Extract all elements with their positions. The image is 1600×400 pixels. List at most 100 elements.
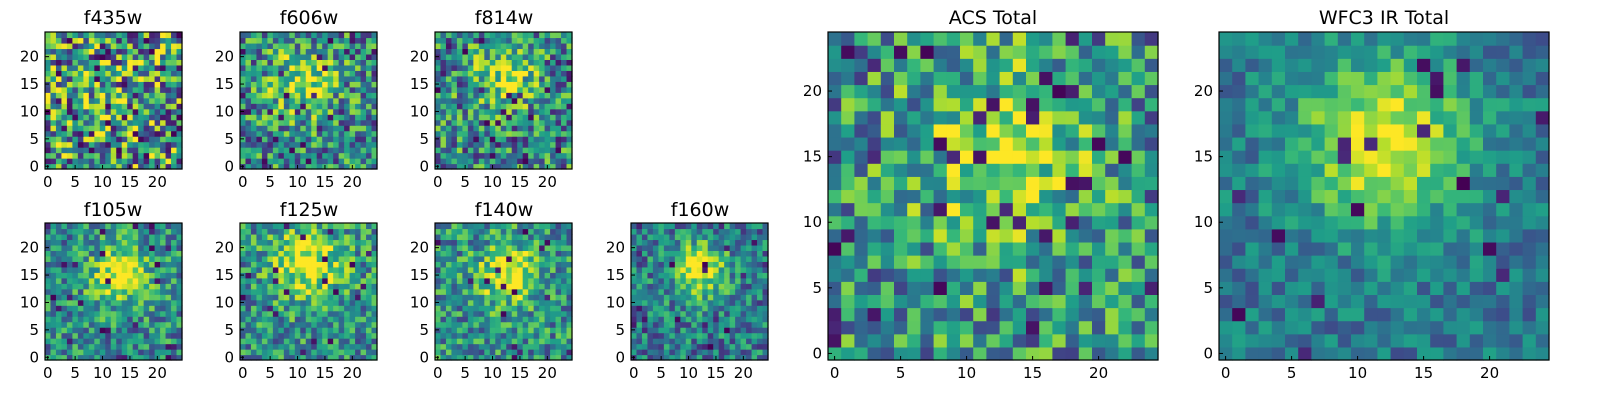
heatmap-cell xyxy=(294,114,301,121)
heatmap-cell xyxy=(94,294,101,301)
heatmap-cell xyxy=(555,42,562,50)
heatmap-cell xyxy=(828,320,842,335)
heatmap-cell xyxy=(261,277,268,284)
heatmap-cell xyxy=(116,37,123,44)
heatmap-cell xyxy=(88,147,95,154)
heatmap-cell xyxy=(83,119,90,126)
heatmap-cell xyxy=(757,233,764,241)
heatmap-cell xyxy=(132,53,139,60)
heatmap-cell xyxy=(451,163,458,170)
heatmap-cell xyxy=(143,147,150,154)
heatmap-cell xyxy=(445,75,453,82)
heatmap-cell xyxy=(1092,294,1106,309)
heatmap-cell xyxy=(327,86,334,93)
heatmap-cell xyxy=(555,255,562,262)
heatmap-cell xyxy=(371,223,378,230)
y-tick-label: 15 xyxy=(410,266,429,284)
heatmap-cell xyxy=(154,338,161,345)
heatmap-cell xyxy=(283,283,290,290)
heatmap-cell xyxy=(250,64,258,71)
heatmap-cell xyxy=(160,294,167,301)
heatmap-cell xyxy=(55,53,63,60)
x-tick-label: 15 xyxy=(510,173,529,191)
heatmap-cell xyxy=(311,239,318,246)
heatmap-cell xyxy=(355,163,362,170)
heatmap-cell xyxy=(371,136,378,143)
heatmap-cell xyxy=(149,288,156,295)
heatmap-cell xyxy=(691,332,698,339)
heatmap-cell xyxy=(94,152,101,159)
heatmap-cell xyxy=(176,86,183,93)
heatmap-cell xyxy=(176,92,183,99)
heatmap-cell xyxy=(506,32,513,39)
heatmap-cell xyxy=(533,147,540,154)
heatmap-cell xyxy=(344,48,351,55)
heatmap-cell xyxy=(160,277,167,284)
heatmap-cell xyxy=(72,147,79,154)
heatmap-cell xyxy=(110,338,117,345)
heatmap-cell xyxy=(867,307,882,322)
heatmap-cell xyxy=(1065,189,1080,204)
heatmap-cell xyxy=(278,59,285,66)
heatmap-cell xyxy=(718,310,725,317)
heatmap-cell xyxy=(338,64,345,71)
heatmap-cell xyxy=(127,158,134,165)
heatmap-cell xyxy=(300,310,307,317)
heatmap-cell xyxy=(94,283,101,290)
heatmap-cell xyxy=(702,316,709,323)
heatmap-cell xyxy=(484,42,491,50)
heatmap-cell xyxy=(355,321,362,328)
heatmap-cell xyxy=(94,37,101,44)
heatmap-cell xyxy=(245,261,252,268)
heatmap-cell xyxy=(506,108,513,115)
heatmap-cell xyxy=(506,64,513,71)
heatmap-cell xyxy=(561,114,568,121)
heatmap-cell xyxy=(1078,228,1093,243)
heatmap-cell xyxy=(691,250,698,257)
heatmap-cell xyxy=(500,97,507,104)
heatmap-cell xyxy=(544,332,551,339)
heatmap-cell xyxy=(360,152,367,159)
heatmap-cell xyxy=(333,233,340,241)
heatmap-cell xyxy=(544,310,551,317)
heatmap-cell xyxy=(66,42,73,50)
heatmap-cell xyxy=(278,119,285,126)
heatmap-cell xyxy=(999,215,1014,230)
heatmap-cell xyxy=(316,141,323,148)
heatmap-cell xyxy=(267,64,274,71)
heatmap-cell xyxy=(294,136,301,143)
heatmap-cell xyxy=(45,32,52,39)
heatmap-cell xyxy=(718,332,725,339)
heatmap-cell xyxy=(489,305,496,312)
heatmap-cell xyxy=(1105,163,1119,177)
heatmap-cell xyxy=(245,239,252,246)
heatmap-cell xyxy=(77,299,84,306)
heatmap-cell xyxy=(489,152,496,159)
heatmap-cell xyxy=(539,349,546,356)
heatmap-cell xyxy=(986,320,1001,335)
heatmap-cell xyxy=(674,321,681,328)
heatmap-cell xyxy=(322,332,329,339)
heatmap-cell xyxy=(121,81,128,88)
heatmap-cell xyxy=(355,255,362,262)
heatmap-cell xyxy=(685,239,692,246)
heatmap-cell xyxy=(467,250,474,257)
heatmap-cell xyxy=(539,130,546,137)
heatmap-cell xyxy=(669,266,676,273)
heatmap-cell xyxy=(696,288,703,295)
heatmap-cell xyxy=(561,108,568,115)
heatmap-cell xyxy=(311,75,318,82)
heatmap-cell xyxy=(484,228,491,235)
heatmap-cell xyxy=(88,92,95,99)
heatmap-cell xyxy=(1144,123,1159,138)
heatmap-cell xyxy=(544,86,551,93)
heatmap-cell xyxy=(456,321,463,328)
heatmap-cell xyxy=(652,250,659,257)
heatmap-cell xyxy=(555,343,562,350)
heatmap-cell xyxy=(72,59,79,66)
heatmap-cell xyxy=(1092,281,1106,295)
heatmap-cell xyxy=(261,114,268,121)
heatmap-cell xyxy=(66,108,73,115)
heatmap-cell xyxy=(333,261,340,268)
